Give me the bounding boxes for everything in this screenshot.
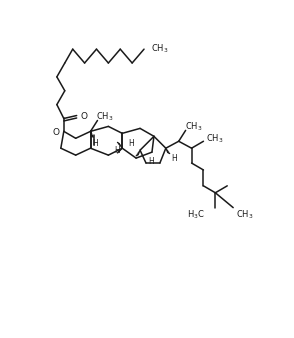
Text: CH$_3$: CH$_3$ <box>185 120 202 132</box>
Text: O: O <box>80 112 87 121</box>
Text: H: H <box>171 153 177 163</box>
Text: CH$_3$: CH$_3$ <box>236 208 254 221</box>
Text: H$_3$C: H$_3$C <box>187 208 204 221</box>
Text: H: H <box>114 146 120 155</box>
Text: H: H <box>148 156 154 166</box>
Text: CH$_3$: CH$_3$ <box>96 110 113 123</box>
Text: O: O <box>52 128 59 137</box>
Text: CH$_3$: CH$_3$ <box>206 132 223 145</box>
Text: CH$_3$: CH$_3$ <box>151 43 169 55</box>
Text: H: H <box>128 139 134 148</box>
Text: H: H <box>93 139 98 148</box>
